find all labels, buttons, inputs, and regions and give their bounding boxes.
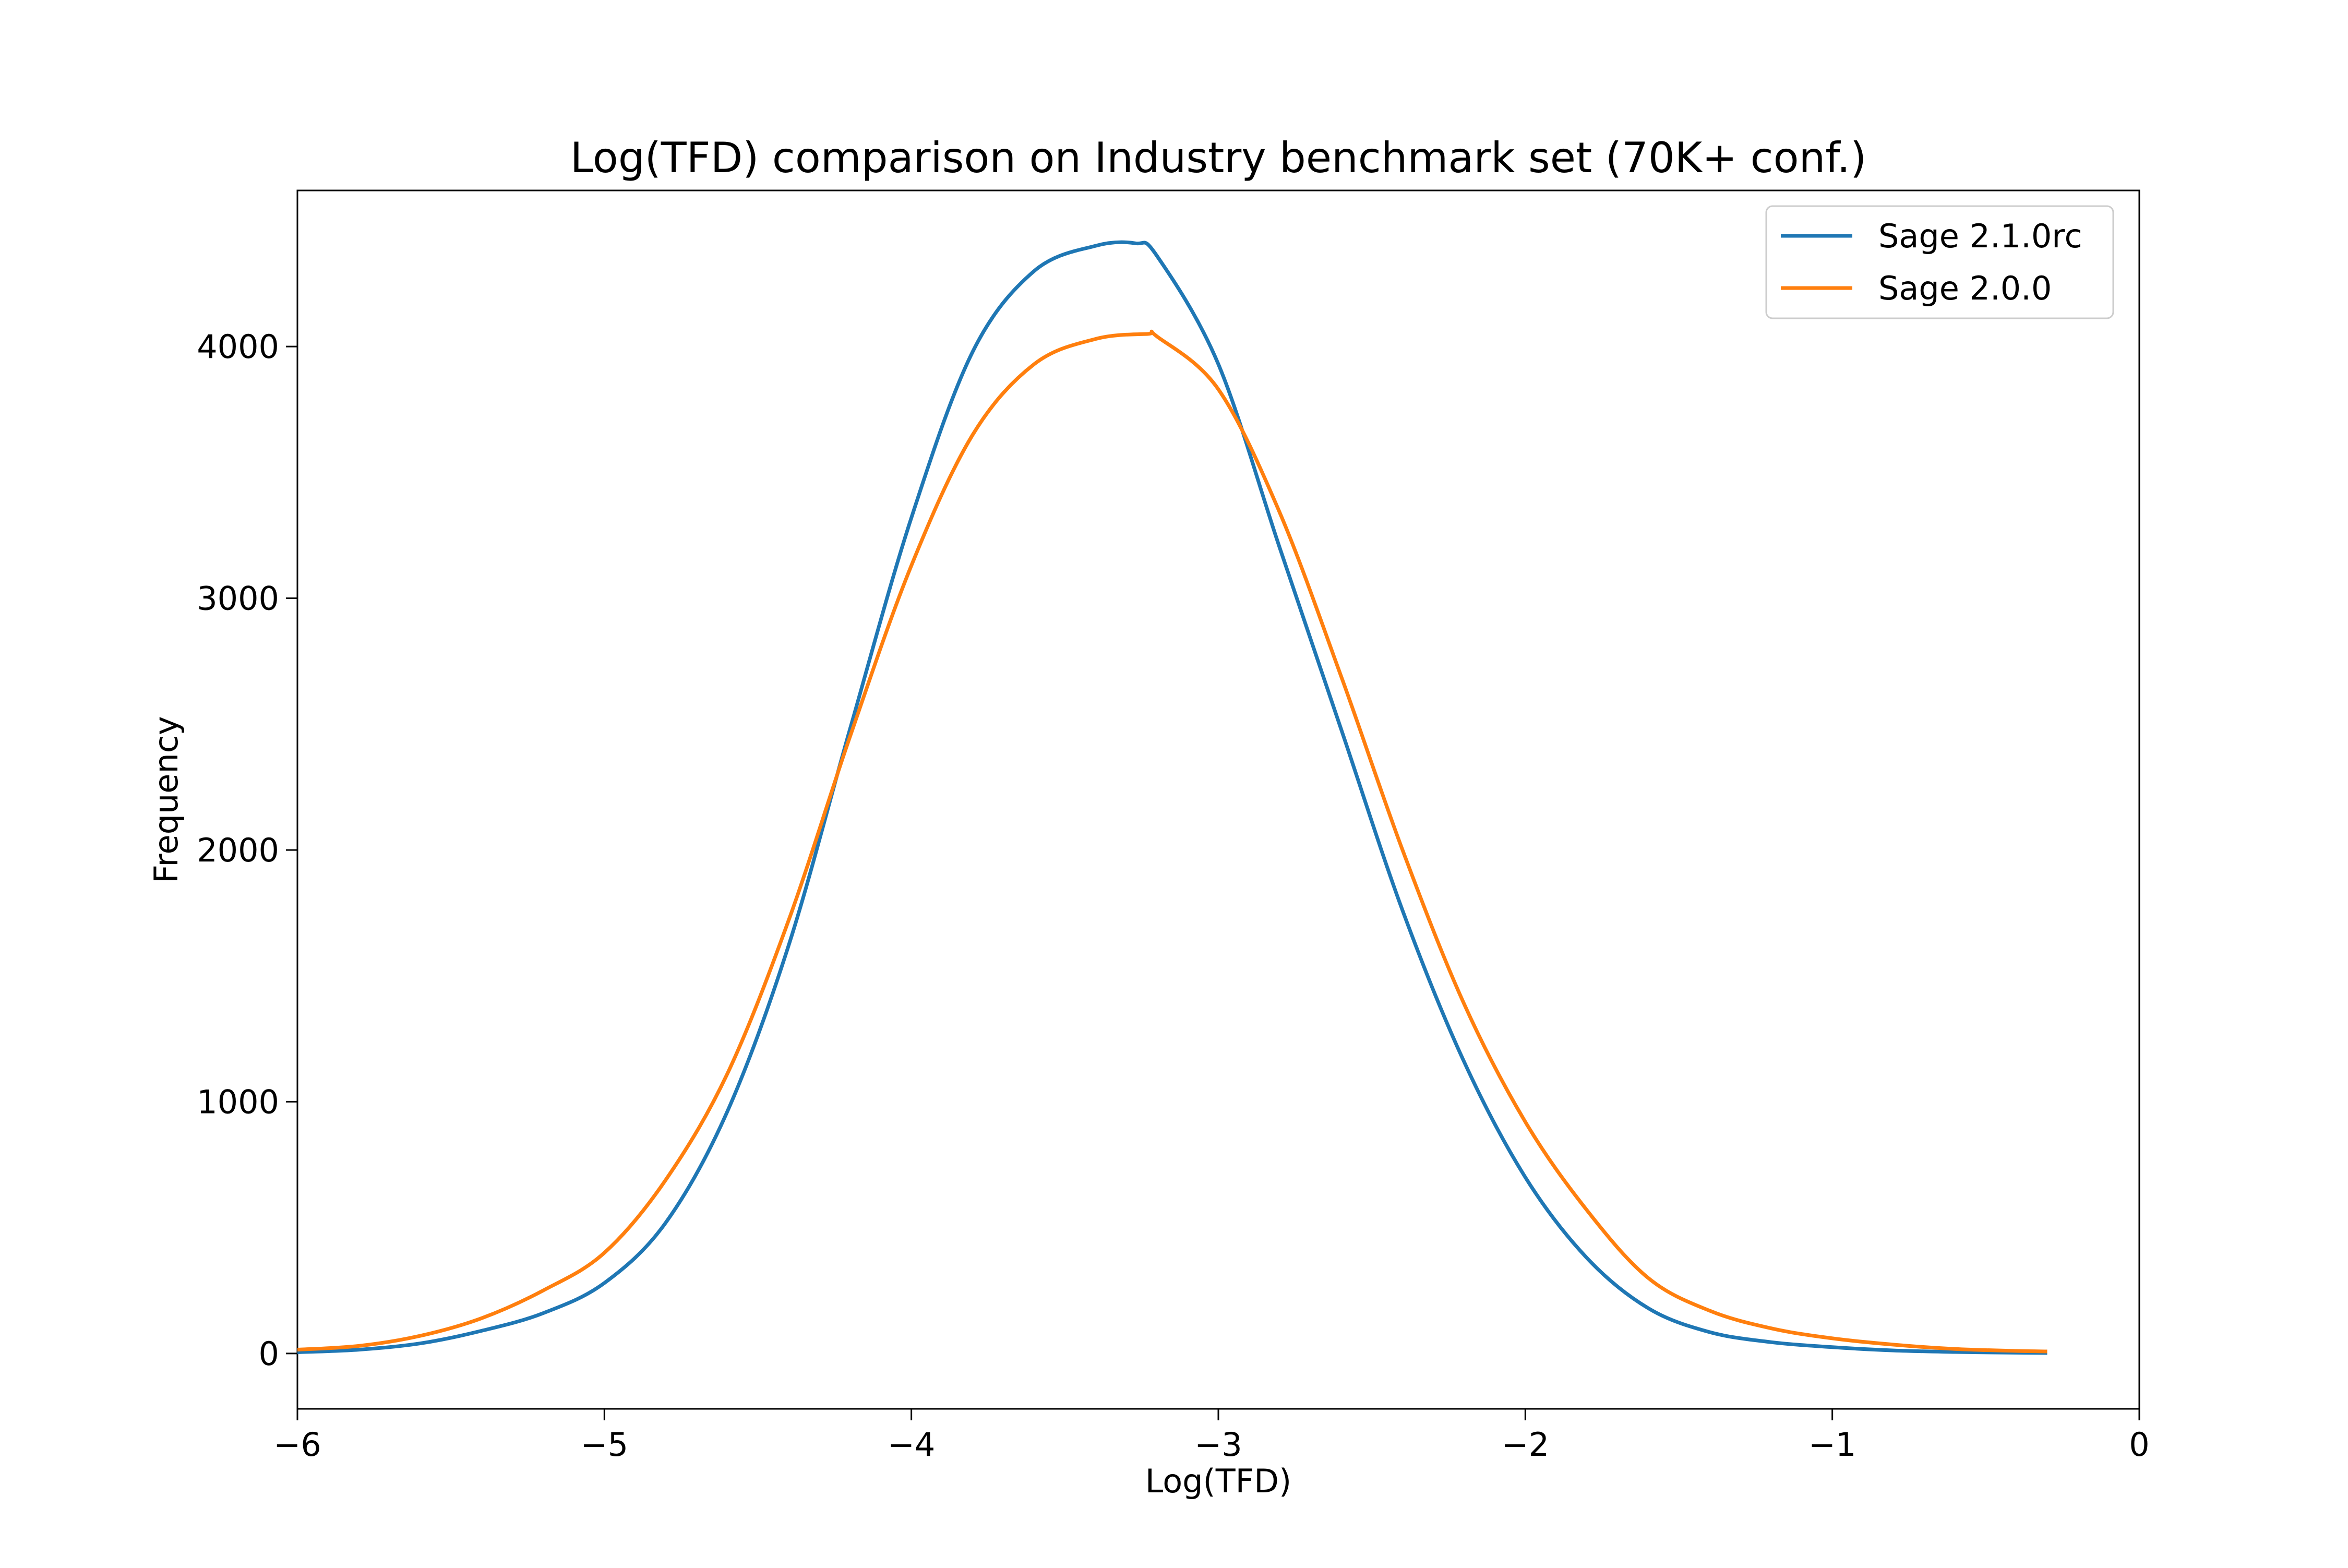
- series-line-1: [297, 240, 2047, 1355]
- legend: Sage 2.1.0rc Sage 2.0.0: [1765, 205, 2114, 319]
- series-layer: [297, 240, 2047, 1355]
- series-line-2: [297, 329, 2047, 1354]
- y-tick-label: 1000: [197, 1083, 279, 1121]
- x-tick-label: −5: [581, 1426, 628, 1464]
- x-tick-label: −6: [273, 1426, 321, 1464]
- legend-entries: Sage 2.1.0rc Sage 2.0.0: [1781, 217, 2082, 307]
- y-tick-label: 3000: [197, 580, 279, 618]
- plot-area: −6 −5 −4 −3 −2 −1 0 0 1000 2000 3000 4000: [197, 189, 2150, 1464]
- legend-label-2: Sage 2.0.0: [1878, 269, 2052, 307]
- x-tick-label: −4: [888, 1426, 935, 1464]
- x-tick-label: 0: [2129, 1426, 2149, 1464]
- legend-box: [1765, 205, 2114, 319]
- x-tick-label: −2: [1502, 1426, 1549, 1464]
- legend-label-1: Sage 2.1.0rc: [1878, 217, 2082, 255]
- chart-title: Log(TFD) comparison on Industry benchmar…: [570, 134, 1867, 182]
- x-tick-label: −3: [1194, 1426, 1242, 1464]
- y-axis-label: Frequency: [147, 716, 185, 883]
- x-tick-label: −1: [1808, 1426, 1856, 1464]
- y-axis: 0 1000 2000 3000 4000: [197, 328, 297, 1373]
- y-tick-label: 2000: [197, 831, 279, 869]
- x-axis-label: Log(TFD): [1145, 1462, 1291, 1500]
- y-tick-label: 0: [259, 1335, 279, 1373]
- x-axis: −6 −5 −4 −3 −2 −1 0: [273, 1409, 2150, 1464]
- y-tick-label: 4000: [197, 328, 279, 366]
